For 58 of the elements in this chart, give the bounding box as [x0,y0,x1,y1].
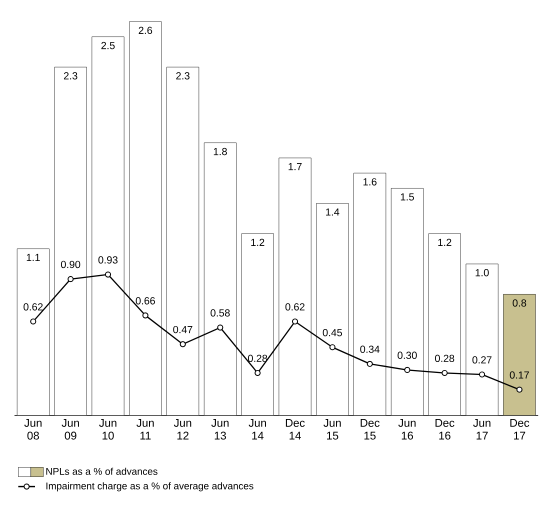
x-tick-label: Jun 09 [62,419,79,440]
data-label: 0.93 [98,256,118,264]
data-label: 2.3 [176,72,190,80]
data-label: 1.0 [476,269,489,277]
point [180,341,186,348]
data-label: 1.5 [400,194,414,201]
data-label: 0.30 [398,352,417,360]
data-label: 1.4 [326,208,340,216]
x-tick-label: Dec 14 [286,419,305,440]
point [329,344,336,350]
point [254,370,261,376]
data-label: 0.58 [210,309,230,317]
data-label: 2.3 [64,72,78,80]
data-label: 2.5 [101,42,115,50]
data-label: 0.62 [285,303,305,311]
data-label: 0.8 [512,300,526,307]
data-label: 0.27 [472,356,492,364]
legend-label: NPLs as a % of advances [46,468,158,476]
x-tick-label: Jun 11 [136,419,154,440]
data-label: 1.1 [26,254,40,262]
data-label: 0.34 [360,346,380,354]
data-label: 1.2 [438,238,452,246]
point [142,312,148,319]
data-label: 0.28 [435,354,454,362]
x-tick-label: Jun 08 [24,419,42,440]
x-tick-label: Dec 17 [510,419,530,440]
x-tick-label: Jun 13 [211,419,229,440]
data-label: 2.6 [138,26,152,34]
x-tick-label: Jun 15 [324,419,341,440]
data-label: 1.7 [288,163,302,170]
point [442,370,448,376]
x-tick-label: Jun 12 [174,419,192,440]
x-tick-label: Dec 16 [436,419,454,440]
point [479,372,486,378]
point [516,386,522,393]
data-label: 1.6 [363,178,377,186]
point [30,318,36,325]
point [366,361,373,368]
data-label: 0.62 [24,303,43,311]
data-label: 0.17 [510,372,529,379]
x-tick-label: Jun 17 [473,419,490,440]
data-label: 1.8 [214,148,227,156]
data-label: 0.28 [248,354,268,362]
legend-label: Impairment charge as a % of average advances [46,482,254,492]
x-tick-label: Dec 15 [360,419,380,440]
data-label: 0.90 [60,260,80,268]
point [404,367,410,374]
point [68,276,74,282]
x-tick-label: Jun 10 [99,419,116,440]
point [292,318,298,325]
point [217,324,224,331]
data-label: 0.66 [136,297,155,305]
point [104,272,112,278]
x-tick-label: Jun 14 [248,419,266,440]
data-label: 0.45 [322,329,342,336]
x-tick-label: Jun 16 [398,419,416,440]
data-label: 1.2 [251,238,264,246]
data-label: 0.47 [173,326,192,334]
